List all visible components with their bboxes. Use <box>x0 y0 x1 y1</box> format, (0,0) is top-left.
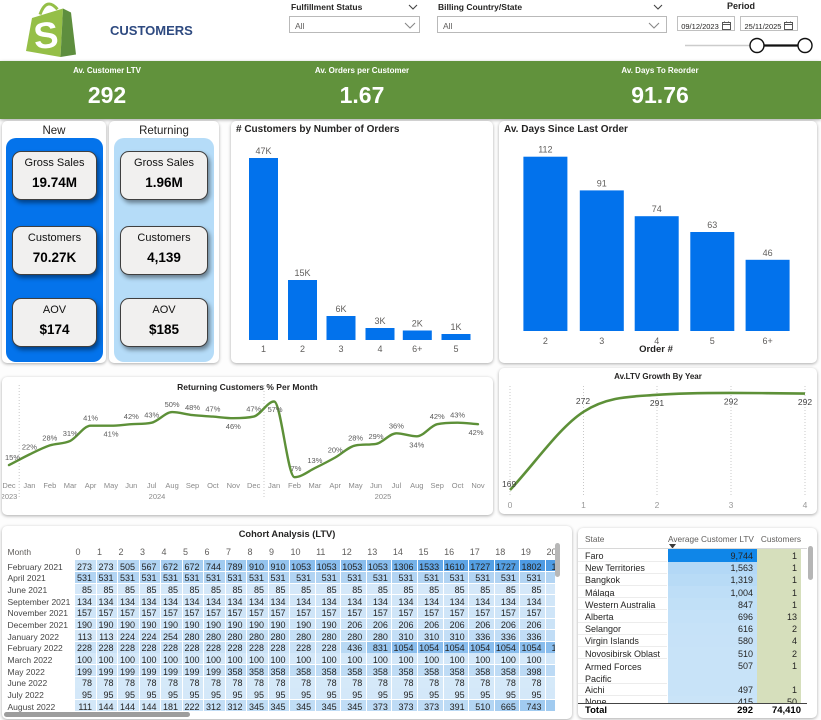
svg-text:292: 292 <box>798 397 812 407</box>
svg-text:Apr: Apr <box>85 481 97 490</box>
svg-text:Mar: Mar <box>308 481 321 490</box>
svg-text:292: 292 <box>724 397 738 407</box>
svg-text:S: S <box>32 14 60 57</box>
svg-text:Sep: Sep <box>186 481 199 490</box>
svg-text:46: 46 <box>763 248 773 258</box>
svg-text:Jun: Jun <box>125 481 137 490</box>
svg-text:43%: 43% <box>450 411 465 420</box>
svg-text:Nov: Nov <box>471 481 485 490</box>
svg-text:2025: 2025 <box>375 492 392 501</box>
svg-text:47%: 47% <box>246 405 261 414</box>
svg-text:Oct: Oct <box>452 481 465 490</box>
svg-text:31%: 31% <box>63 429 78 438</box>
svg-text:Feb: Feb <box>43 481 56 490</box>
svg-text:29%: 29% <box>368 432 383 441</box>
svg-text:42%: 42% <box>468 428 483 437</box>
svg-text:1: 1 <box>581 500 586 510</box>
svg-text:46%: 46% <box>226 422 241 431</box>
svg-text:15%: 15% <box>5 453 20 462</box>
svg-text:Jan: Jan <box>23 481 35 490</box>
svg-text:48%: 48% <box>185 403 200 412</box>
svg-text:2024: 2024 <box>149 492 166 501</box>
svg-text:Jul: Jul <box>392 481 402 490</box>
svg-text:41%: 41% <box>83 414 98 423</box>
svg-text:169: 169 <box>502 479 516 489</box>
svg-text:34%: 34% <box>409 440 424 449</box>
svg-text:47%: 47% <box>205 405 220 414</box>
svg-text:5: 5 <box>710 336 715 346</box>
svg-text:Mar: Mar <box>64 481 77 490</box>
svg-text:Aug: Aug <box>165 481 178 490</box>
svg-text:1K: 1K <box>450 322 461 332</box>
svg-text:41%: 41% <box>103 430 118 439</box>
svg-text:5: 5 <box>453 344 458 354</box>
svg-text:4: 4 <box>803 500 808 510</box>
svg-text:Dec: Dec <box>2 481 16 490</box>
svg-text:4: 4 <box>377 344 382 354</box>
svg-text:74: 74 <box>652 204 662 214</box>
svg-text:6+: 6+ <box>762 336 772 346</box>
svg-text:15K: 15K <box>294 268 310 278</box>
svg-text:Aug: Aug <box>410 481 423 490</box>
svg-text:13%: 13% <box>307 456 322 465</box>
svg-text:57%: 57% <box>268 405 283 414</box>
svg-text:1: 1 <box>261 344 266 354</box>
svg-text:3K: 3K <box>374 316 385 326</box>
svg-text:6K: 6K <box>335 304 346 314</box>
svg-text:Feb: Feb <box>288 481 301 490</box>
svg-text:Oct: Oct <box>207 481 220 490</box>
svg-text:7%: 7% <box>291 464 302 473</box>
svg-text:43%: 43% <box>144 411 159 420</box>
svg-text:Jun: Jun <box>370 481 382 490</box>
svg-text:Apr: Apr <box>329 481 341 490</box>
svg-text:28%: 28% <box>42 433 57 442</box>
svg-text:28%: 28% <box>348 433 363 442</box>
svg-text:2: 2 <box>300 344 305 354</box>
svg-text:50%: 50% <box>165 400 180 409</box>
svg-text:91: 91 <box>597 178 607 188</box>
svg-text:Jan: Jan <box>268 481 280 490</box>
svg-text:Nov: Nov <box>227 481 241 490</box>
svg-text:6+: 6+ <box>412 344 422 354</box>
svg-text:47K: 47K <box>255 146 271 156</box>
svg-text:272: 272 <box>576 396 590 406</box>
svg-text:291: 291 <box>650 398 664 408</box>
svg-text:0: 0 <box>508 500 513 510</box>
svg-text:63: 63 <box>707 220 717 230</box>
svg-text:Dec: Dec <box>247 481 261 490</box>
svg-text:3: 3 <box>729 500 734 510</box>
svg-text:42%: 42% <box>430 412 445 421</box>
svg-text:2: 2 <box>655 500 660 510</box>
svg-text:Sep: Sep <box>431 481 444 490</box>
svg-text:3: 3 <box>338 344 343 354</box>
svg-text:4: 4 <box>654 336 659 346</box>
svg-text:3: 3 <box>599 336 604 346</box>
svg-text:2K: 2K <box>412 319 423 329</box>
svg-text:20%: 20% <box>328 446 343 455</box>
svg-text:Order #: Order # <box>639 344 674 355</box>
svg-text:42%: 42% <box>124 412 139 421</box>
svg-text:May: May <box>104 481 118 490</box>
svg-text:Jul: Jul <box>147 481 157 490</box>
svg-text:May: May <box>349 481 363 490</box>
svg-text:112: 112 <box>538 145 552 155</box>
svg-text:2023: 2023 <box>2 492 17 501</box>
svg-text:36%: 36% <box>389 421 404 430</box>
svg-text:2: 2 <box>543 336 548 346</box>
svg-text:22%: 22% <box>22 443 37 452</box>
